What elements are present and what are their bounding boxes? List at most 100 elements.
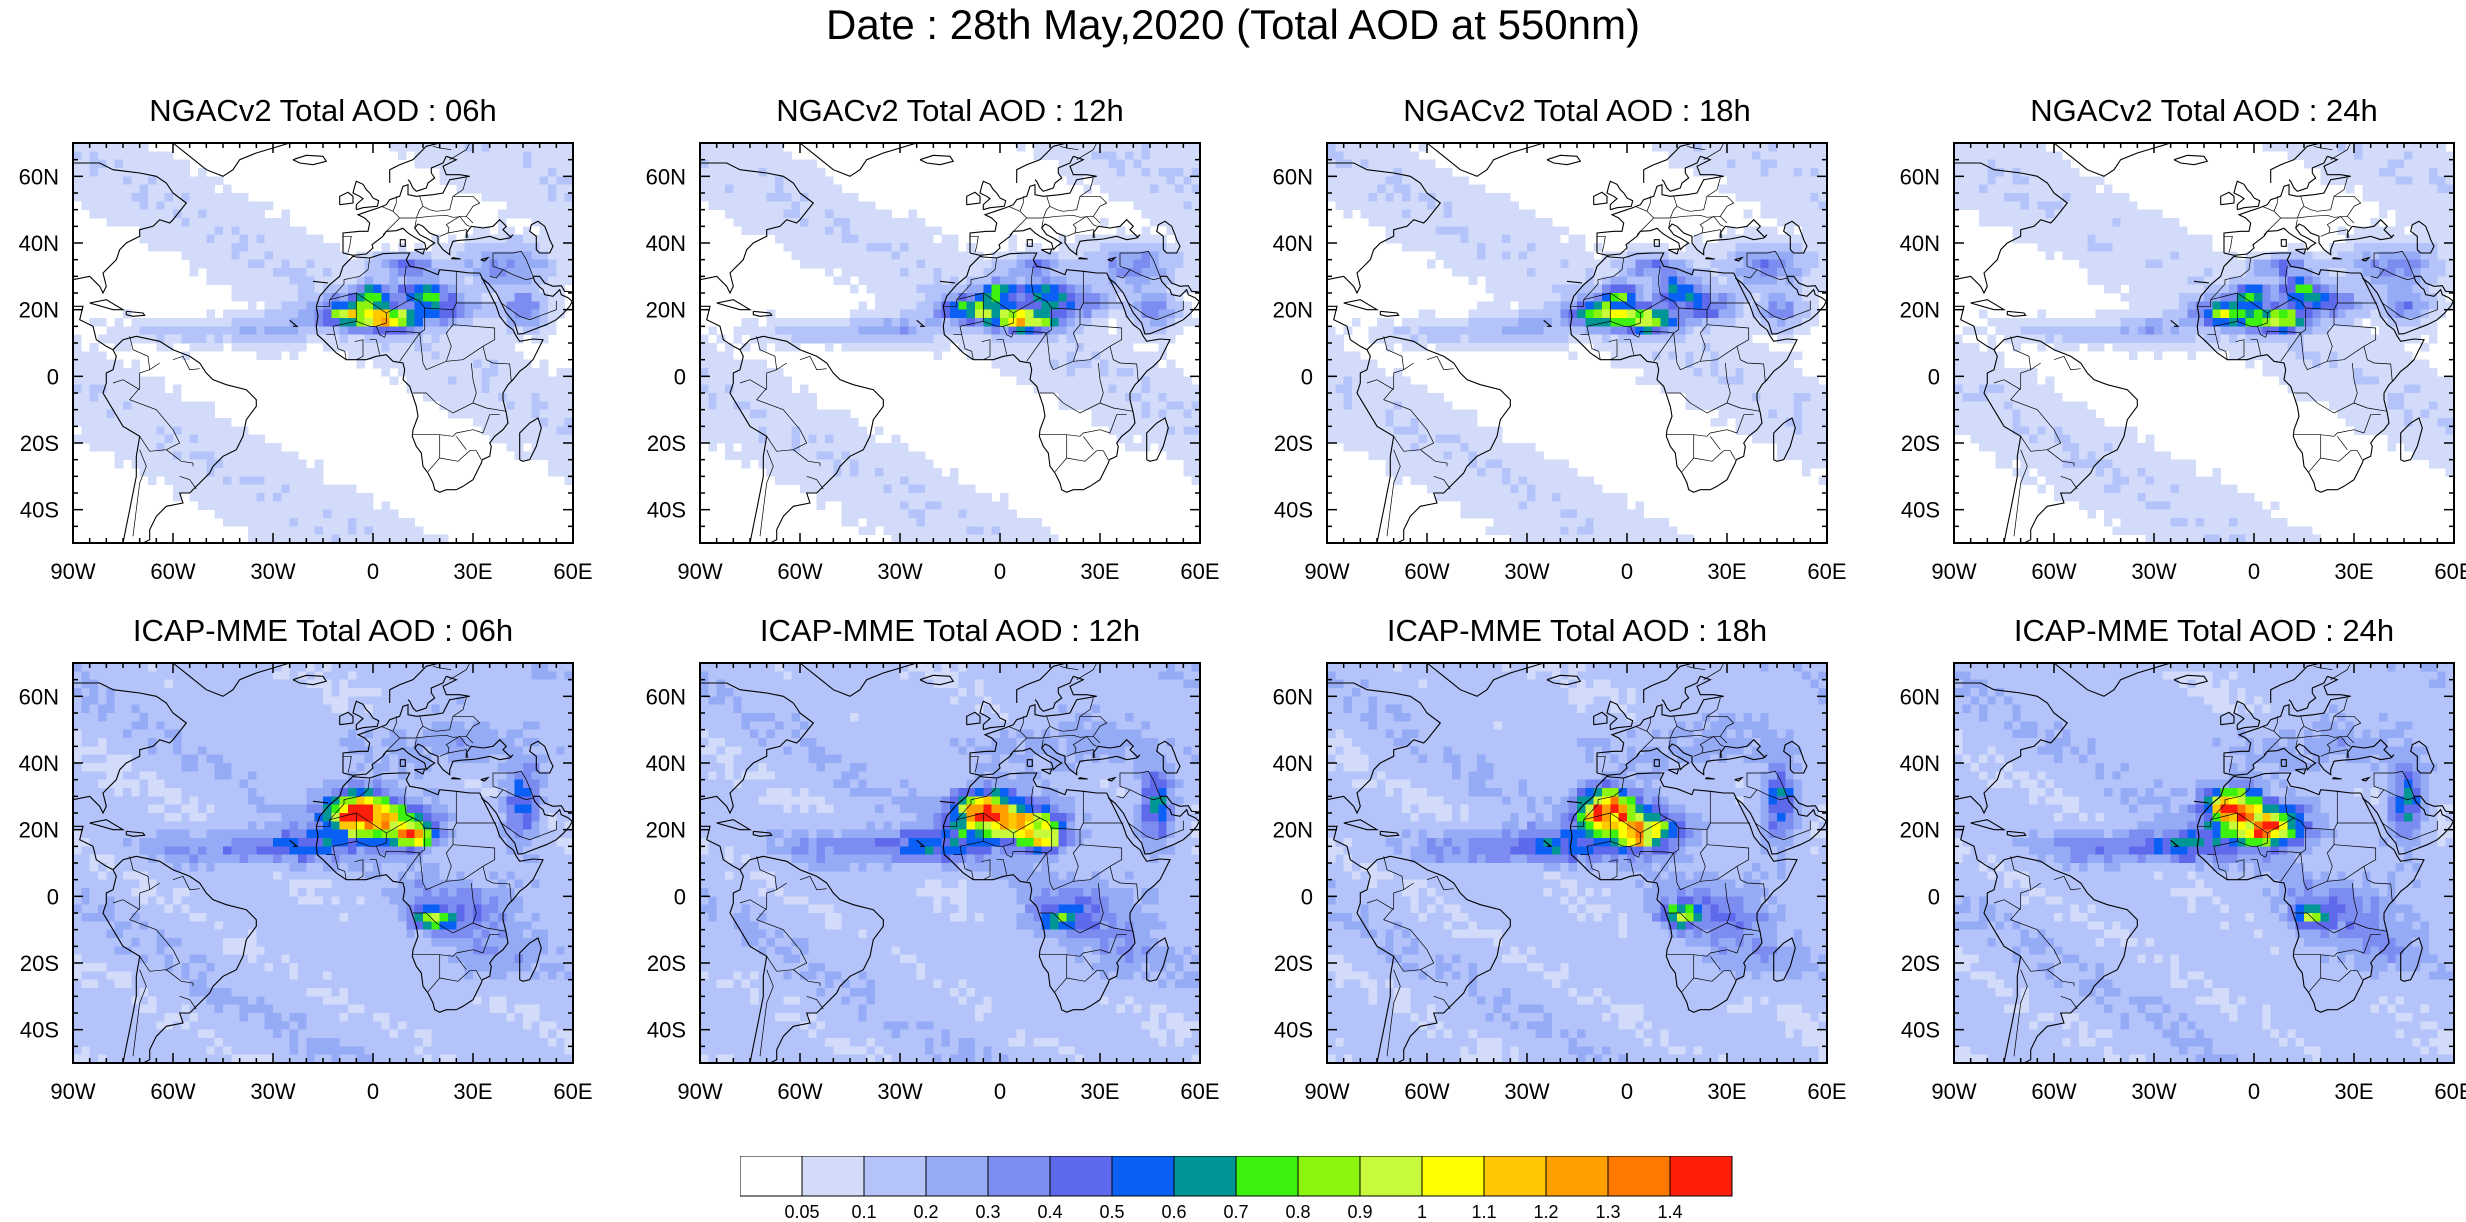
aod-cell xyxy=(1610,318,1620,327)
aod-cell xyxy=(716,418,726,427)
aod-cell xyxy=(523,243,532,252)
aod-cell xyxy=(1502,218,1511,227)
aod-cell xyxy=(1760,143,1770,152)
aod-cell xyxy=(1602,309,1611,319)
aod-cell xyxy=(1025,293,1034,302)
aod-cell xyxy=(1752,409,1761,419)
aod-cell xyxy=(741,359,751,369)
aod-cell xyxy=(1543,251,1553,261)
aod-cell xyxy=(314,243,324,252)
aod-cell xyxy=(1493,276,1503,286)
aod-cell xyxy=(248,268,257,277)
aod-cell xyxy=(1033,318,1043,327)
aod-cell xyxy=(816,468,826,477)
aod-cell xyxy=(1518,268,1528,277)
aod-cell xyxy=(791,159,801,169)
aod-cell xyxy=(858,451,868,461)
aod-cell xyxy=(1785,143,1795,152)
aod-cell xyxy=(281,318,291,327)
aod-cell xyxy=(766,326,776,336)
aod-cell xyxy=(700,334,709,344)
aod-cell xyxy=(1810,409,1820,419)
aod-cell xyxy=(323,276,332,286)
aod-cell xyxy=(858,259,868,269)
aod-cell xyxy=(564,409,574,419)
aod-cell xyxy=(506,318,516,327)
aod-cell xyxy=(766,368,776,377)
aod-cell xyxy=(841,493,851,502)
aod-cell xyxy=(223,509,232,519)
aod-cell xyxy=(264,343,274,352)
aod-cell xyxy=(1693,359,1703,369)
aod-cell xyxy=(1000,301,1009,311)
aod-cell xyxy=(248,493,257,502)
aod-cell xyxy=(1133,309,1143,319)
aod-cell xyxy=(323,251,332,261)
aod-cell xyxy=(983,268,993,277)
aod-cell xyxy=(1552,243,1561,252)
aod-cell xyxy=(1368,384,1378,394)
aod-cell xyxy=(89,426,99,436)
aod-cell xyxy=(481,234,491,244)
aod-cell xyxy=(431,343,441,352)
aod-cell xyxy=(1183,318,1193,327)
aod-cell xyxy=(239,501,249,511)
aod-cell xyxy=(1368,326,1378,336)
aod-cell xyxy=(1158,176,1168,186)
aod-cell xyxy=(548,209,557,219)
aod-cell xyxy=(825,484,834,494)
aod-cell xyxy=(1785,201,1795,211)
aod-cell xyxy=(925,243,934,252)
aod-cell xyxy=(281,334,291,344)
aod-cell xyxy=(1058,326,1068,336)
aod-cell xyxy=(1125,326,1134,336)
aod-cell xyxy=(256,318,266,327)
aod-cell xyxy=(816,234,826,244)
aod-cell xyxy=(464,318,474,327)
aod-cell xyxy=(1568,326,1578,336)
aod-cell xyxy=(1743,151,1753,161)
aod-cell xyxy=(1752,326,1761,336)
aod-cell xyxy=(231,234,241,244)
aod-cell xyxy=(850,443,859,452)
aod-cell xyxy=(733,218,743,227)
country-border xyxy=(981,339,991,361)
coastline xyxy=(112,335,257,544)
aod-cell xyxy=(1343,184,1353,194)
aod-cell xyxy=(156,318,166,327)
aod-cell xyxy=(733,409,743,419)
aod-cell xyxy=(181,484,191,494)
aod-cell xyxy=(1735,243,1745,252)
coastline xyxy=(752,310,773,317)
aod-cell xyxy=(423,343,432,352)
aod-cell xyxy=(950,251,959,261)
aod-cell xyxy=(514,184,524,194)
aod-cell xyxy=(1166,418,1176,427)
aod-cell xyxy=(1743,368,1753,377)
aod-cell xyxy=(1116,159,1126,169)
aod-cell xyxy=(481,393,491,402)
aod-cell xyxy=(983,293,993,302)
aod-cell xyxy=(306,518,316,527)
aod-cell xyxy=(1158,301,1168,311)
aod-cell xyxy=(1075,168,1084,177)
aod-cell xyxy=(1735,193,1745,202)
figure-title: Date : 28th May,2020 (Total AOD at 550nm… xyxy=(826,1,1640,48)
aod-cell xyxy=(1685,276,1695,286)
aod-cell xyxy=(1360,418,1370,427)
aod-cell xyxy=(1627,284,1636,294)
aod-cell xyxy=(1768,268,1778,277)
aod-cell xyxy=(1627,334,1636,344)
aod-cell xyxy=(539,284,549,294)
aod-cell xyxy=(1133,401,1143,411)
aod-cell xyxy=(716,193,726,202)
aod-cell xyxy=(523,301,532,311)
aod-cell xyxy=(858,226,868,236)
aod-cell xyxy=(791,184,801,194)
aod-cell xyxy=(1116,293,1126,302)
aod-cell xyxy=(1660,276,1670,286)
aod-cell xyxy=(464,401,474,411)
aod-cell xyxy=(1735,301,1745,311)
aod-cell xyxy=(1477,434,1486,444)
aod-cell xyxy=(958,484,968,494)
